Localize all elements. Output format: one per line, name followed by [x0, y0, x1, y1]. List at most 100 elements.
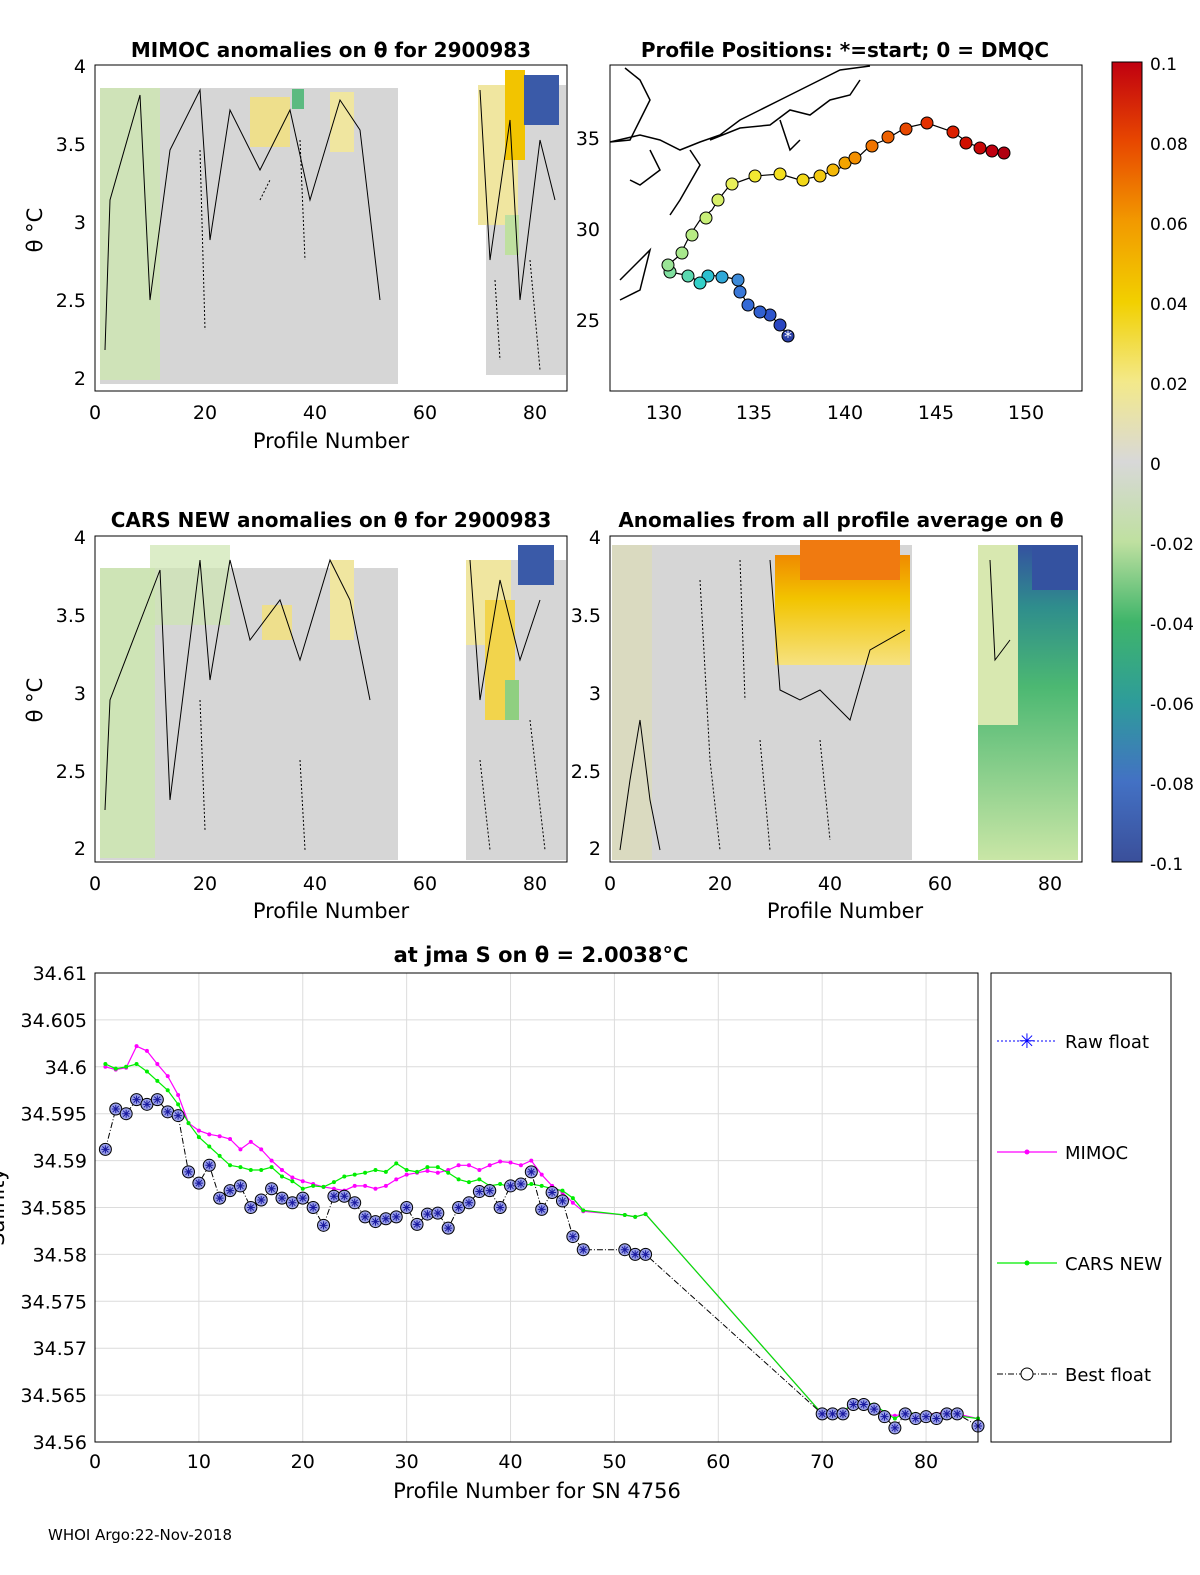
mimoc-point [331, 1186, 336, 1191]
cars-new-point [165, 1088, 170, 1093]
profile-average-title: Anomalies from all profile average on θ [618, 508, 1063, 532]
cars-new-point [186, 1121, 191, 1126]
cars-new-point [435, 1165, 440, 1170]
cars-new-point [300, 1186, 305, 1191]
best-float-point [265, 1182, 279, 1196]
best-float-point [452, 1201, 466, 1214]
best-float-point [181, 1165, 195, 1179]
svg-text:2.5: 2.5 [571, 761, 601, 783]
y-tick-label: 34.605 [21, 1010, 87, 1032]
salinity-legend: ✳ Raw float MIMOC CARS NEW Best float [990, 972, 1172, 1443]
y-tick-label: 34.58 [33, 1244, 87, 1266]
mimoc-point [446, 1167, 451, 1172]
cars-dotted-contours [199, 699, 546, 851]
svg-text:2: 2 [74, 838, 86, 860]
cars-new-point [228, 1163, 233, 1168]
x-tick-label: 30 [395, 1451, 419, 1473]
coastline-japan [609, 65, 871, 301]
mimoc-point [228, 1137, 233, 1142]
footer-credit: WHOI Argo:22-Nov-2018 [48, 1526, 232, 1544]
svg-text:4: 4 [74, 56, 86, 78]
svg-text:130: 130 [646, 402, 682, 424]
best-float-point [639, 1247, 653, 1261]
mimoc-point [248, 1139, 253, 1144]
svg-text:20: 20 [193, 873, 217, 895]
svg-text:4: 4 [589, 527, 601, 549]
svg-text:3.5: 3.5 [571, 605, 601, 627]
salinity-series [98, 1044, 985, 1435]
cars-new-point [383, 1169, 388, 1174]
best-float-point [462, 1196, 476, 1210]
svg-text:20: 20 [708, 873, 732, 895]
mimoc-point [238, 1147, 243, 1152]
legend-mimoc: MIMOC [997, 1143, 1128, 1164]
mimoc-point [487, 1163, 492, 1168]
mimoc-point [269, 1158, 274, 1163]
salinity-axes-box [94, 972, 979, 1443]
mimoc-point [217, 1134, 222, 1139]
mimoc-point [539, 1172, 544, 1177]
mimoc-point [508, 1160, 513, 1165]
best-float-point [171, 1109, 185, 1123]
mimoc-y-axis-label: θ °C [23, 208, 47, 253]
svg-text:35: 35 [576, 128, 600, 150]
mimoc-heatmap [100, 70, 566, 384]
salinity-x-ticks: 0 10 20 30 40 50 60 70 80 [89, 1451, 938, 1473]
best-float-point [524, 1165, 538, 1179]
svg-text:-0.02: -0.02 [1150, 535, 1194, 555]
legend-best-float-label: Best float [1065, 1365, 1151, 1386]
best-float-point [514, 1177, 528, 1191]
svg-text:2: 2 [74, 368, 86, 390]
svg-text:145: 145 [918, 402, 954, 424]
profile-average-y-ticks: 4 3.5 3 2.5 2 [571, 527, 601, 860]
cars-new-point [892, 1416, 897, 1421]
mimoc-panel-title: MIMOC anomalies on θ for 2900983 [131, 38, 531, 62]
mimoc-point [570, 1200, 575, 1205]
svg-text:0.06: 0.06 [1150, 215, 1188, 235]
best-float-point [898, 1407, 912, 1421]
legend-best-float: Best float [997, 1365, 1151, 1386]
cars-y-axis-label: θ °C [23, 678, 47, 723]
mimoc-point [352, 1183, 357, 1188]
mimoc-point [404, 1172, 409, 1177]
svg-text:60: 60 [413, 873, 437, 895]
mimoc-point [456, 1163, 461, 1168]
mimoc-point [518, 1163, 523, 1168]
best-float-point [389, 1210, 403, 1224]
cars-new-point [259, 1167, 264, 1172]
cars-axes-box [94, 535, 568, 863]
svg-text:40: 40 [818, 873, 842, 895]
cars-new-line [105, 1063, 979, 1420]
cars-new-point [633, 1214, 638, 1219]
svg-text:40: 40 [303, 873, 327, 895]
y-tick-label: 34.56 [33, 1432, 87, 1454]
best-float-point [379, 1212, 393, 1226]
svg-text:0.02: 0.02 [1150, 375, 1188, 395]
cars-new-point [373, 1167, 378, 1172]
best-float-point [826, 1407, 840, 1421]
cars-new-point [581, 1208, 586, 1213]
cars-new-point [196, 1135, 201, 1140]
mimoc-point [373, 1186, 378, 1191]
salinity-chart-title: at jma S on θ = 2.0038°C [394, 943, 689, 967]
profile-average-x-ticks: 0 20 40 60 80 [604, 873, 1062, 895]
svg-text:0.08: 0.08 [1150, 135, 1188, 155]
cars-new-point [498, 1182, 503, 1187]
svg-text:0: 0 [1150, 455, 1161, 475]
cars-new-point [103, 1061, 108, 1066]
cars-new-point [207, 1144, 212, 1149]
svg-text:80: 80 [523, 402, 547, 424]
cars-new-point [238, 1165, 243, 1170]
mimoc-point [196, 1128, 201, 1133]
cars-new-point [466, 1180, 471, 1185]
svg-text:-0.04: -0.04 [1150, 615, 1194, 635]
svg-text:3.5: 3.5 [56, 134, 86, 156]
x-tick-label: 80 [914, 1451, 938, 1473]
cars-new-point [622, 1213, 627, 1218]
svg-text:2.5: 2.5 [56, 761, 86, 783]
y-tick-label: 34.61 [33, 963, 87, 985]
x-tick-label: 50 [602, 1451, 626, 1473]
mimoc-point [207, 1132, 212, 1137]
svg-text:30: 30 [576, 219, 600, 241]
best-float-point [535, 1202, 549, 1216]
